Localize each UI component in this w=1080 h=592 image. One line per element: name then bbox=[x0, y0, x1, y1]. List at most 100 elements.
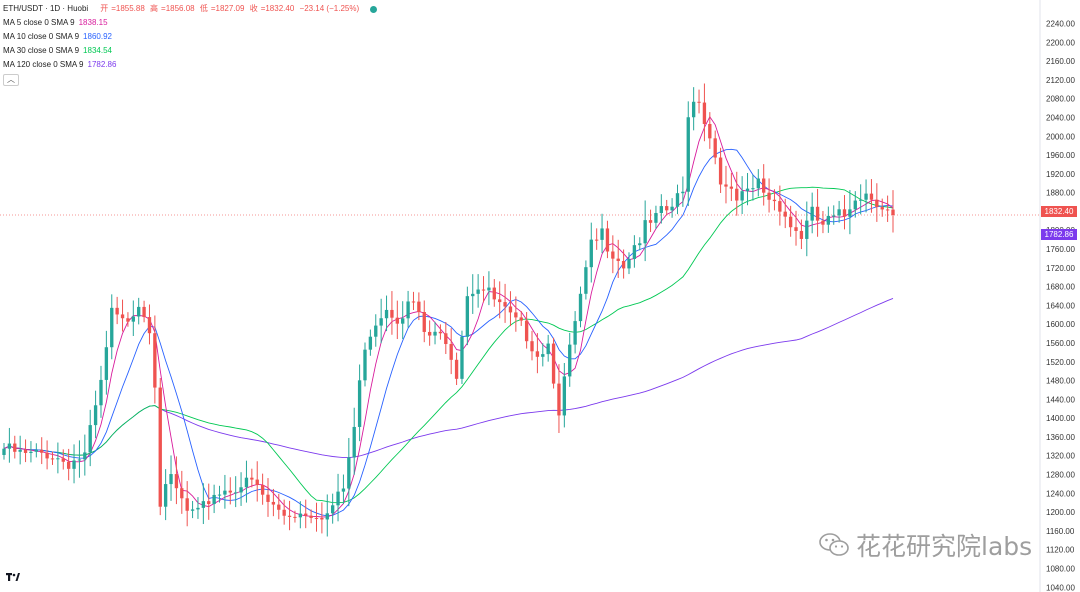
candle bbox=[18, 435, 22, 465]
candle bbox=[427, 320, 432, 346]
candle bbox=[465, 286, 470, 346]
candle-body bbox=[859, 199, 863, 201]
candle bbox=[126, 312, 130, 327]
indicator-value: 1782.86 bbox=[87, 60, 117, 69]
candle-body bbox=[293, 516, 297, 518]
candle bbox=[681, 176, 685, 207]
candle-body bbox=[670, 206, 674, 211]
candle bbox=[77, 440, 82, 478]
price-tick-label: 1440.00 bbox=[1046, 395, 1075, 404]
candle bbox=[508, 291, 513, 327]
candle-body bbox=[508, 306, 513, 313]
candle bbox=[740, 176, 744, 215]
candle bbox=[309, 509, 313, 524]
chart-header: ETH/USDT · 1D · Huobi 开 =1855.88 高 =1856.0… bbox=[3, 2, 378, 86]
candle-body bbox=[535, 351, 540, 357]
candle-body bbox=[514, 312, 518, 318]
ma10-line bbox=[3, 148, 894, 517]
candle-body bbox=[449, 344, 453, 360]
candle bbox=[120, 299, 125, 332]
candle-body bbox=[654, 212, 658, 223]
candle-body bbox=[336, 491, 340, 506]
candle-body bbox=[271, 501, 276, 505]
price-tick-label: 2120.00 bbox=[1046, 76, 1075, 85]
price-tick-label: 1920.00 bbox=[1046, 170, 1075, 179]
candle-body bbox=[352, 426, 356, 458]
candle-body bbox=[665, 206, 669, 211]
candle bbox=[104, 330, 109, 395]
candle-body bbox=[697, 101, 701, 103]
candle bbox=[654, 205, 658, 230]
indicator-ma5[interactable]: MA 5 close 0 SMA 9 1838.15 bbox=[3, 16, 377, 30]
candle bbox=[357, 364, 362, 442]
candle bbox=[223, 474, 227, 509]
price-tick-label: 1360.00 bbox=[1046, 433, 1075, 442]
candle-body bbox=[605, 228, 610, 252]
candle-body bbox=[810, 206, 814, 221]
candle-body bbox=[255, 479, 259, 486]
candle bbox=[158, 377, 162, 516]
candle bbox=[503, 283, 507, 323]
candle bbox=[341, 474, 346, 505]
candle-body bbox=[573, 321, 577, 345]
candle-body bbox=[842, 209, 847, 217]
indicator-ma10[interactable]: MA 10 close 0 SMA 9 1860.92 bbox=[3, 30, 377, 44]
candle bbox=[244, 460, 249, 503]
candle-body bbox=[546, 343, 550, 355]
candle bbox=[93, 390, 98, 439]
tradingview-logo[interactable] bbox=[6, 572, 20, 585]
price-tick-label: 1080.00 bbox=[1046, 565, 1075, 574]
candle-body bbox=[174, 474, 179, 489]
candle-body bbox=[401, 318, 405, 324]
indicator-value: 1838.15 bbox=[78, 18, 108, 27]
candle bbox=[557, 364, 561, 433]
candle bbox=[336, 473, 340, 522]
candle bbox=[147, 304, 152, 345]
chevron-up-icon[interactable]: ︿ bbox=[3, 74, 19, 86]
candle bbox=[153, 315, 157, 404]
candle-body bbox=[686, 117, 690, 192]
candle bbox=[708, 112, 712, 149]
candle-body bbox=[729, 186, 734, 189]
candle-body bbox=[568, 344, 572, 377]
candle-body bbox=[287, 515, 292, 517]
candle-body bbox=[541, 354, 545, 357]
candle bbox=[837, 200, 841, 223]
candle bbox=[724, 165, 728, 204]
candle bbox=[891, 190, 895, 233]
candle bbox=[880, 198, 884, 217]
price-tick-label: 1640.00 bbox=[1046, 301, 1075, 310]
candle bbox=[45, 440, 49, 470]
candle-body bbox=[562, 376, 567, 416]
candle bbox=[638, 237, 642, 251]
indicator-ma30[interactable]: MA 30 close 0 SMA 9 1834.54 bbox=[3, 44, 377, 58]
candle-body bbox=[718, 157, 723, 185]
candle-body bbox=[427, 331, 432, 336]
symbol-title[interactable]: ETH/USDT · 1D · Huobi bbox=[3, 4, 89, 13]
open-value: =1855.88 bbox=[111, 4, 145, 13]
candle-body bbox=[584, 267, 588, 294]
candle bbox=[61, 449, 65, 470]
candle-body bbox=[104, 347, 109, 380]
price-tick-label: 1960.00 bbox=[1046, 151, 1075, 160]
candle-body bbox=[330, 505, 335, 514]
candle-body bbox=[659, 206, 663, 213]
candle-body bbox=[735, 188, 739, 201]
indicator-value: 1834.54 bbox=[83, 46, 112, 55]
candle bbox=[621, 249, 626, 279]
candle bbox=[384, 295, 389, 332]
indicator-ma120[interactable]: MA 120 close 0 SMA 9 1782.86 bbox=[3, 58, 377, 72]
candle bbox=[562, 362, 567, 428]
candle-body bbox=[363, 349, 367, 381]
candle-body bbox=[153, 333, 157, 388]
candle-body bbox=[864, 193, 868, 200]
candle bbox=[142, 300, 146, 323]
candle-body bbox=[762, 178, 766, 193]
candle-body bbox=[357, 380, 362, 427]
last-price-label: 1832.40 bbox=[1041, 206, 1077, 217]
candle bbox=[390, 291, 394, 335]
candle-body bbox=[29, 451, 33, 453]
candle bbox=[600, 213, 604, 254]
candle bbox=[314, 502, 319, 532]
